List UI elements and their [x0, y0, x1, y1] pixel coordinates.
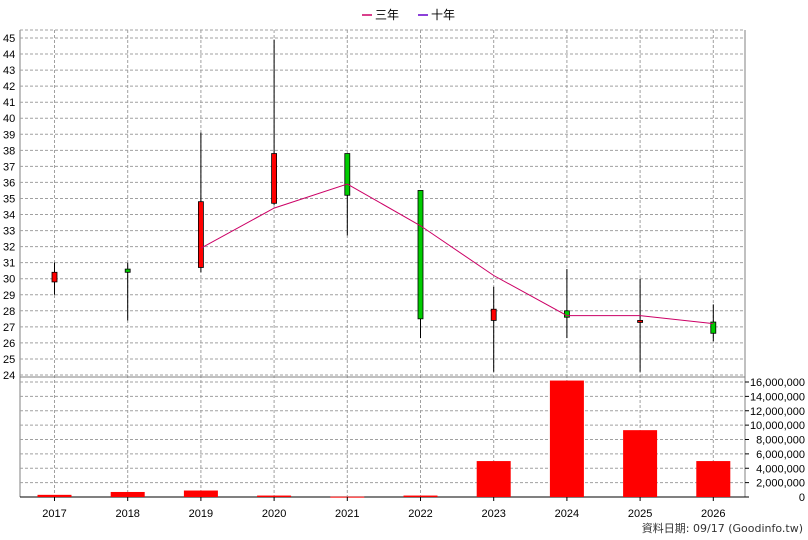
volume-bar — [696, 461, 731, 497]
price-tick-label: 38 — [3, 145, 15, 157]
volume-tick-label: 6,000,000 — [756, 449, 805, 461]
x-tick-label: 2024 — [555, 508, 579, 520]
price-axis: 24 25 26 27 28 29 30 31 32 33 34 35 36 37 38 39 40 41 42 43… — [3, 33, 15, 382]
price-tick-label: 36 — [3, 177, 15, 189]
candle-body — [344, 153, 351, 196]
price-tick-label: 26 — [3, 338, 15, 350]
x-axis: 2017 2018 2019 2020 2021 2022 2023 2024 2025 2026 — [42, 497, 726, 520]
volume-tick-label: 16,000,000 — [750, 377, 805, 389]
volume-bar — [257, 495, 292, 497]
candle — [197, 132, 204, 273]
candle-body — [490, 308, 497, 321]
candle — [271, 39, 278, 205]
legend-entry: 十年 — [418, 8, 455, 22]
candle-body — [637, 320, 643, 323]
candle-body — [124, 268, 131, 273]
volume-bar — [549, 380, 584, 497]
price-tick-label: 37 — [3, 161, 15, 173]
x-tick-label: 2025 — [628, 508, 652, 520]
candle — [344, 153, 351, 236]
price-tick-label: 25 — [3, 354, 15, 366]
candle — [124, 262, 131, 321]
price-tick-label: 39 — [3, 129, 15, 141]
x-tick-label: 2019 — [189, 508, 213, 520]
volume-tick-label: 10,000,000 — [750, 420, 805, 432]
volume-tick-label: 14,000,000 — [750, 391, 805, 403]
x-tick-label: 2020 — [262, 508, 286, 520]
three-year-line — [200, 183, 714, 325]
price-tick-label: 30 — [3, 274, 15, 286]
price-tick-label: 35 — [3, 193, 15, 205]
volume-tick-label: 8,000,000 — [756, 435, 805, 447]
price-grid — [19, 29, 746, 498]
volume-tick-label: 12,000,000 — [750, 406, 805, 418]
volume-bar — [183, 490, 218, 497]
volume-tick-label: 0 — [799, 492, 805, 504]
candle — [564, 269, 570, 339]
x-tick-label: 2023 — [481, 508, 505, 520]
volume-tick-label: 4,000,000 — [756, 463, 805, 475]
price-tick-label: 29 — [3, 290, 15, 302]
candle-body — [197, 201, 204, 268]
legend-entry: 三年 — [362, 8, 399, 22]
source-note: 資料日期: 09/17 (Goodinfo.tw) — [642, 521, 803, 535]
candle — [51, 262, 58, 295]
candle-body — [417, 190, 424, 320]
candle-body — [564, 310, 570, 318]
volume-bar — [476, 461, 511, 497]
volume-bar — [37, 494, 72, 497]
x-tick-label: 2022 — [408, 508, 432, 520]
volume-bar — [623, 430, 658, 497]
price-tick-label: 41 — [3, 97, 15, 109]
x-tick-label: 2018 — [115, 508, 139, 520]
price-tick-label: 44 — [3, 49, 15, 61]
price-tick-label: 31 — [3, 258, 15, 270]
volume-grid — [20, 376, 745, 484]
candle-body — [51, 271, 58, 283]
price-tick-label: 32 — [3, 242, 15, 254]
volume-bar — [110, 491, 145, 497]
price-tick-label: 42 — [3, 81, 15, 93]
x-tick-label: 2026 — [701, 508, 725, 520]
price-tick-label: 27 — [3, 322, 15, 334]
legend-label: 三年 — [375, 8, 399, 22]
volume-bars — [37, 380, 731, 498]
legend-label: 十年 — [431, 8, 455, 22]
candle — [417, 190, 424, 339]
price-tick-label: 28 — [3, 306, 15, 318]
candle-body — [710, 321, 717, 334]
volume-tick-label: 2,000,000 — [756, 478, 805, 490]
price-tick-label: 45 — [3, 33, 15, 45]
candle — [637, 278, 643, 372]
price-tick-label: 40 — [3, 113, 15, 125]
candle — [490, 286, 497, 372]
price-tick-label: 34 — [3, 210, 15, 222]
price-tick-label: 43 — [3, 65, 15, 77]
price-tick-label: 24 — [3, 370, 15, 382]
price-tick-label: 33 — [3, 226, 15, 238]
x-tick-label: 2021 — [335, 508, 359, 520]
legend: 三年 十年 — [362, 8, 455, 22]
three-year-line-path — [200, 183, 714, 325]
volume-bar — [403, 495, 438, 497]
x-tick-label: 2017 — [42, 508, 66, 520]
candles — [51, 39, 717, 372]
candle — [710, 304, 717, 342]
volume-axis: 0 2,000,000 4,000,000 6,000,000 8,000,000 10,… — [745, 377, 805, 504]
candle-body — [271, 153, 278, 204]
